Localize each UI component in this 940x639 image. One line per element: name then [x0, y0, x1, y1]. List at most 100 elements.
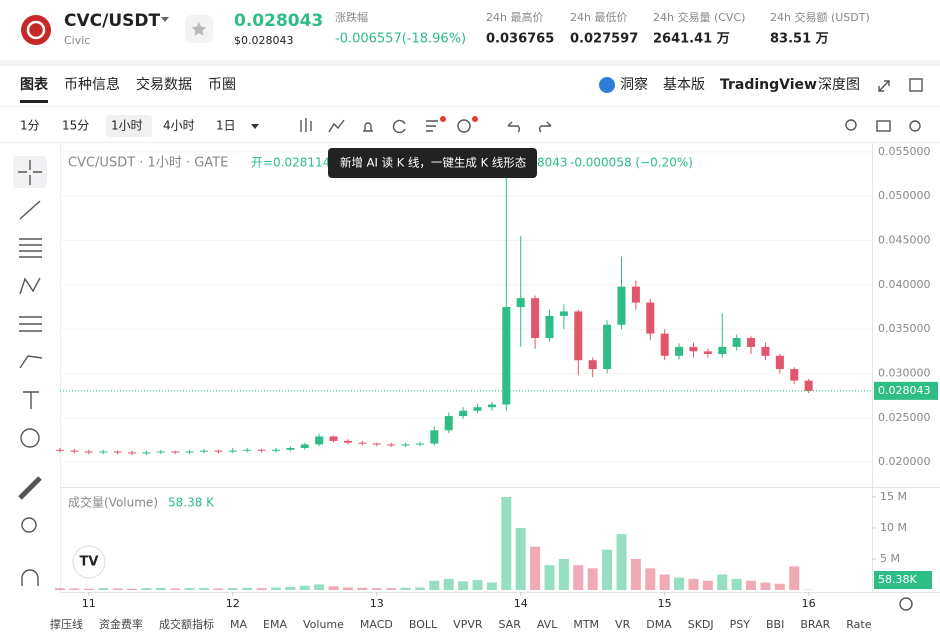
ai-icon: [599, 77, 615, 93]
tab[interactable]: 币种信息: [64, 76, 120, 93]
indicator[interactable]: BBI: [766, 618, 784, 631]
interval[interactable]: 1分: [20, 119, 40, 133]
indicator[interactable]: 资金费率: [99, 617, 143, 631]
volume-bar: [98, 588, 108, 590]
ai-kline-icon[interactable]: [426, 121, 438, 131]
candle-body: [589, 360, 597, 369]
price-axis-border: [872, 143, 873, 593]
y-tick-label: 0.040000: [878, 278, 931, 291]
fib-tool[interactable]: [19, 317, 42, 331]
indicator[interactable]: BOLL: [409, 618, 438, 631]
volume-bar: [674, 578, 684, 590]
indicator[interactable]: MA: [230, 618, 247, 631]
interval[interactable]: 4小时: [163, 119, 195, 133]
indicator[interactable]: 成交额指标: [159, 617, 214, 631]
stat-value: 2641.41 万: [653, 32, 730, 47]
volume-bar: [732, 579, 742, 590]
pattern-tool[interactable]: [20, 278, 40, 294]
x-tick-label: 16: [802, 597, 816, 610]
candle-body: [761, 347, 769, 356]
indicator[interactable]: AVL: [537, 618, 558, 631]
coin-name: Civic: [64, 34, 90, 47]
x-tick-label: 15: [658, 597, 672, 610]
interval[interactable]: 1日: [216, 119, 236, 133]
candle-body: [387, 444, 395, 445]
indicator[interactable]: PSY: [730, 618, 751, 631]
candle-body: [805, 381, 813, 391]
view-option[interactable]: 洞察: [620, 76, 648, 93]
window-icon[interactable]: [910, 79, 922, 91]
measure-tool[interactable]: [20, 478, 40, 498]
candle-body: [114, 452, 122, 453]
view-option[interactable]: 深度图: [818, 77, 860, 93]
add-icon[interactable]: [458, 120, 470, 132]
candle-body: [502, 307, 510, 405]
divider: [0, 106, 940, 107]
volume-bar: [343, 588, 353, 590]
y-tick-label: 0.020000: [878, 455, 931, 468]
indicator[interactable]: MTM: [573, 618, 599, 631]
volume-bar: [213, 588, 223, 590]
candle-body: [344, 441, 352, 443]
last-price-label: 0.028043: [878, 384, 931, 397]
volume-bar: [530, 547, 540, 590]
search-icon[interactable]: [846, 120, 856, 130]
view-option[interactable]: TradingView: [720, 77, 817, 93]
zoom-tool[interactable]: [22, 518, 36, 532]
indicator[interactable]: VR: [615, 618, 631, 631]
candle-body: [330, 436, 338, 440]
redo-icon[interactable]: [540, 122, 551, 132]
candle-body: [704, 351, 712, 354]
magnet-tool[interactable]: [22, 570, 38, 586]
tooltip-text: 新增 AI 读 K 线，一键生成 K 线形态: [340, 156, 527, 170]
tv-logo-text: TV: [80, 555, 99, 570]
y-tick-label: 0.045000: [878, 234, 931, 247]
interval-dropdown[interactable]: [251, 124, 259, 129]
settings-icon[interactable]: [910, 121, 920, 131]
candle-style-icon[interactable]: [301, 118, 311, 132]
interval[interactable]: 15分: [62, 119, 89, 133]
expand-icon[interactable]: [879, 81, 889, 91]
channel-tool[interactable]: [19, 239, 42, 257]
tab[interactable]: 交易数据: [136, 76, 192, 93]
brush-tool[interactable]: [20, 356, 42, 368]
replay-icon[interactable]: [394, 121, 405, 133]
divider: [0, 142, 940, 143]
indicator[interactable]: MACD: [360, 618, 393, 631]
volume-bar: [616, 534, 626, 590]
stat-value: 0.027597: [570, 32, 638, 47]
volume-bar: [559, 559, 569, 590]
view-option[interactable]: 基本版: [663, 76, 705, 93]
x-tick-label: 13: [370, 597, 384, 610]
interval[interactable]: 1小时: [111, 119, 143, 133]
indicator[interactable]: 撑压线: [50, 617, 83, 631]
line-tool[interactable]: [20, 201, 40, 219]
indicator[interactable]: DMA: [646, 618, 672, 631]
volume-bar: [285, 587, 295, 590]
volume-bar: [660, 574, 670, 590]
time-settings[interactable]: [900, 598, 912, 610]
indicator[interactable]: SAR: [499, 618, 522, 631]
indicator-icon[interactable]: [329, 120, 344, 132]
candle-body: [286, 448, 294, 450]
candle-body: [430, 430, 438, 443]
indicator[interactable]: BRAR: [800, 618, 830, 631]
indicator[interactable]: Volume: [303, 618, 344, 631]
volume-bar: [55, 588, 65, 590]
volume-bar: [501, 497, 511, 590]
indicator[interactable]: VPVR: [453, 618, 483, 631]
indicator[interactable]: SKDJ: [688, 618, 714, 631]
alert-icon[interactable]: [363, 123, 373, 131]
symbol[interactable]: CVC/USDT: [64, 11, 160, 31]
indicator[interactable]: Rate: [846, 618, 871, 631]
snapshot-icon[interactable]: [877, 121, 890, 131]
indicator[interactable]: EMA: [263, 618, 287, 631]
candle-body: [157, 452, 165, 453]
emoji-tool[interactable]: [21, 429, 39, 447]
text-tool[interactable]: [23, 392, 39, 409]
undo-icon[interactable]: [508, 122, 519, 132]
candle-body: [128, 452, 136, 453]
tab[interactable]: 币圈: [208, 77, 236, 93]
tab[interactable]: 图表: [20, 76, 49, 93]
